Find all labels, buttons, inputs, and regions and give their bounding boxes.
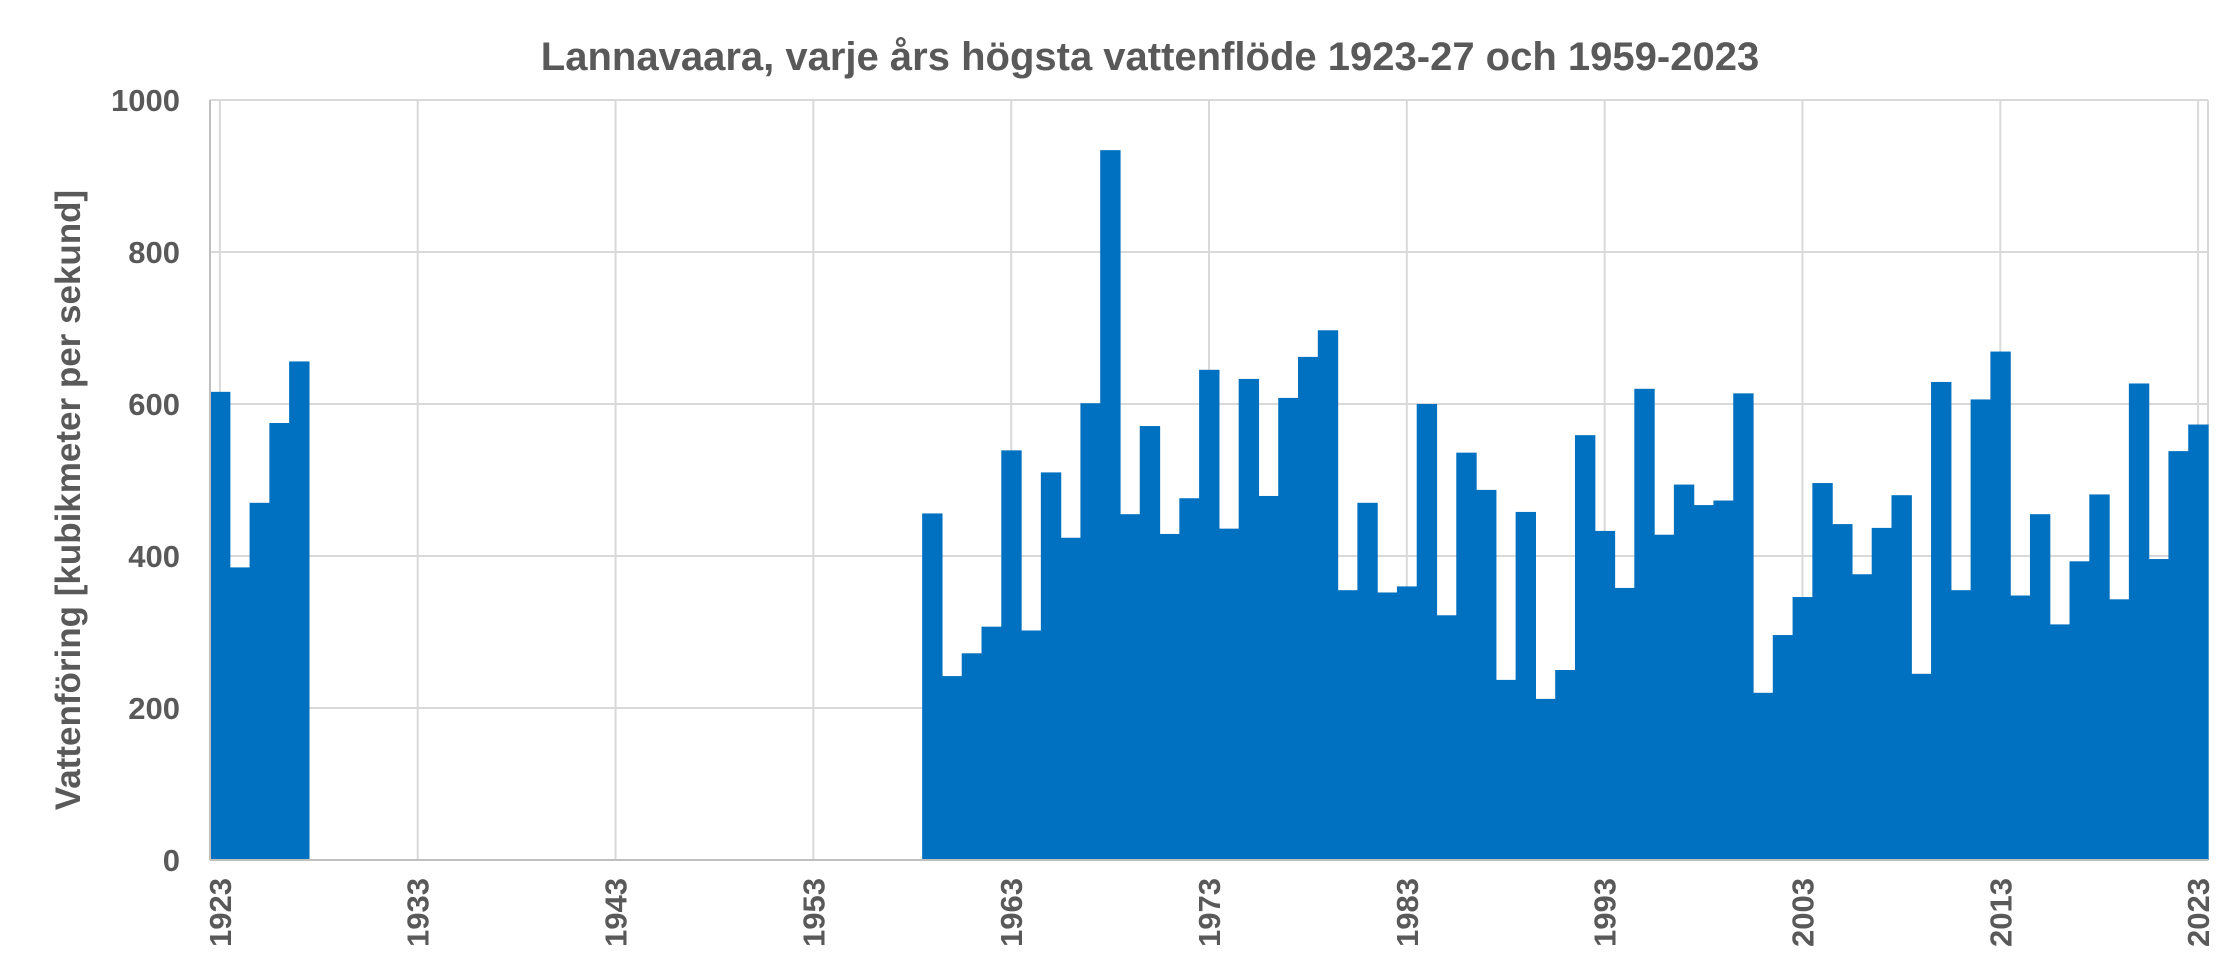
- bar-1993: [1594, 530, 1616, 860]
- bar-2006: [1851, 574, 1873, 860]
- bar-2001: [1753, 692, 1774, 860]
- bar-2010: [1931, 381, 1952, 860]
- y-tick-label: 400: [128, 539, 180, 574]
- bar-2019: [2109, 599, 2130, 860]
- bar-1985: [1436, 615, 1457, 860]
- bar-1973: [1199, 369, 1220, 860]
- bar-1968: [1100, 150, 1121, 860]
- y-tick-label: 600: [128, 387, 180, 422]
- bar-1988: [1495, 679, 1517, 860]
- bar-1923: [210, 391, 231, 860]
- y-tick-label: 1000: [111, 83, 180, 118]
- bar-1927: [289, 361, 310, 860]
- bar-1964: [1021, 630, 1042, 860]
- x-tick-label: 2003: [1785, 878, 1820, 947]
- bar-1990: [1535, 698, 1556, 860]
- x-tick-label: 1973: [1192, 878, 1227, 947]
- bar-1961: [961, 653, 983, 860]
- bar-2003: [1792, 597, 1813, 860]
- x-tick-label: 1983: [1390, 878, 1425, 947]
- bar-1997: [1673, 484, 1695, 860]
- bar-1982: [1377, 592, 1398, 860]
- bar-1998: [1693, 505, 1715, 860]
- bar-1972: [1179, 498, 1200, 860]
- y-tick-label: 200: [128, 691, 180, 726]
- bar-1925: [249, 502, 270, 860]
- bar-1991: [1555, 670, 1576, 860]
- bar-2017: [2069, 561, 2090, 860]
- bar-2007: [1871, 527, 1893, 860]
- bar-1980: [1337, 590, 1358, 860]
- x-tick-labels: 1923 1933 1943 1953 1963 1973 1983 1993 2003 2013…: [203, 878, 2216, 947]
- y-axis-label: Vattenföring [kubikmeter per sekund]: [49, 190, 88, 810]
- y-tick-label: 0: [163, 843, 180, 878]
- bar-1963: [1001, 450, 1022, 860]
- bar-2016: [2049, 624, 2071, 860]
- bar-1959: [922, 513, 943, 860]
- bar-1999: [1713, 500, 1734, 860]
- bar-1981: [1357, 502, 1378, 860]
- x-tick-label: 1953: [796, 878, 831, 947]
- bar-1978: [1298, 356, 1319, 860]
- bar-1986: [1456, 452, 1477, 860]
- bar-1977: [1278, 397, 1299, 860]
- bar-2018: [2089, 494, 2110, 860]
- bar-2002: [1772, 635, 1794, 860]
- bar-1960: [941, 676, 963, 860]
- x-tick-label: 1923: [203, 878, 238, 947]
- bar-1967: [1080, 403, 1101, 860]
- bar-2020: [2128, 383, 2150, 860]
- bar-1995: [1634, 388, 1655, 860]
- bar-1994: [1614, 587, 1635, 860]
- axes: [209, 100, 2208, 861]
- bar-2014: [2010, 595, 2031, 860]
- y-tick-label: 800: [128, 235, 180, 270]
- bar-1989: [1515, 511, 1537, 860]
- bar-1976: [1258, 495, 1279, 860]
- x-tick-label: 1933: [401, 878, 436, 947]
- bar-2011: [1950, 590, 1972, 860]
- bar-1979: [1317, 330, 1339, 860]
- x-tick-label: 1963: [994, 878, 1029, 947]
- bar-2005: [1832, 524, 1853, 860]
- bar-1965: [1040, 472, 1062, 860]
- bar-2021: [2148, 559, 2170, 860]
- bar-1983: [1396, 586, 1418, 860]
- bar-1924: [229, 567, 251, 860]
- chart-title: Lannavaara, varje års högsta vattenflöde…: [541, 35, 1759, 79]
- bar-2008: [1891, 495, 1912, 860]
- bar-1987: [1476, 489, 1497, 860]
- bar-2015: [2029, 514, 2051, 860]
- y-tick-labels: 0 200 400 600 800 1000: [111, 83, 180, 878]
- bar-1969: [1119, 514, 1141, 860]
- bar-1962: [981, 626, 1002, 860]
- bar-2013: [1990, 351, 2011, 860]
- bar-2023: [2188, 424, 2209, 860]
- bar-2000: [1733, 393, 1754, 860]
- x-tick-label: 2013: [1983, 878, 2018, 947]
- bar-2009: [1911, 673, 1932, 860]
- x-tick-label: 2023: [2181, 878, 2216, 947]
- bar-2022: [2168, 451, 2189, 860]
- bar-1975: [1238, 378, 1260, 860]
- bar-1992: [1574, 435, 1596, 860]
- bar-1926: [269, 423, 290, 860]
- bar-1984: [1416, 404, 1438, 860]
- bar-1974: [1218, 528, 1240, 860]
- bar-1971: [1159, 533, 1180, 860]
- x-tick-label: 1993: [1588, 878, 1623, 947]
- bar-1996: [1654, 534, 1675, 860]
- x-tick-label: 1943: [599, 878, 634, 947]
- bar-2004: [1812, 483, 1833, 860]
- bar-1966: [1060, 537, 1082, 860]
- bar-2012: [1970, 399, 1991, 860]
- bars: [210, 150, 2209, 860]
- bar-1970: [1139, 426, 1161, 860]
